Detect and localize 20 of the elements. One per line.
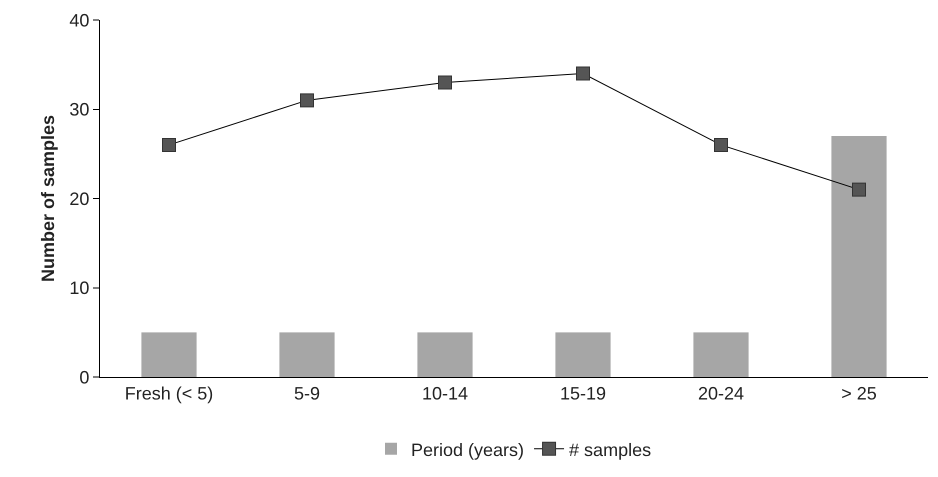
point bbox=[714, 138, 728, 152]
x-tick-label: 5-9 bbox=[294, 384, 320, 404]
legend-label: Period (years) bbox=[411, 440, 524, 460]
x-tick-label: 10-14 bbox=[422, 384, 468, 404]
x-tick-label: Fresh (< 5) bbox=[124, 384, 214, 404]
y-tick-label: 20 bbox=[69, 188, 90, 209]
x-tick-label: > 25 bbox=[841, 384, 877, 404]
y-axis-title: Number of samples bbox=[38, 114, 58, 282]
point bbox=[300, 93, 314, 108]
y-tick-label: 40 bbox=[69, 10, 90, 30]
y-tick-label: 10 bbox=[69, 278, 90, 298]
point bbox=[162, 138, 176, 152]
y-tick-label: 30 bbox=[69, 100, 90, 120]
point bbox=[438, 75, 452, 90]
y-tick-label: 0 bbox=[79, 367, 90, 388]
x-tick-label: 20-24 bbox=[698, 384, 744, 404]
legend-label: # samples bbox=[569, 440, 652, 460]
point bbox=[852, 182, 866, 197]
x-tick-label: 15-19 bbox=[560, 384, 606, 404]
point bbox=[576, 66, 590, 81]
